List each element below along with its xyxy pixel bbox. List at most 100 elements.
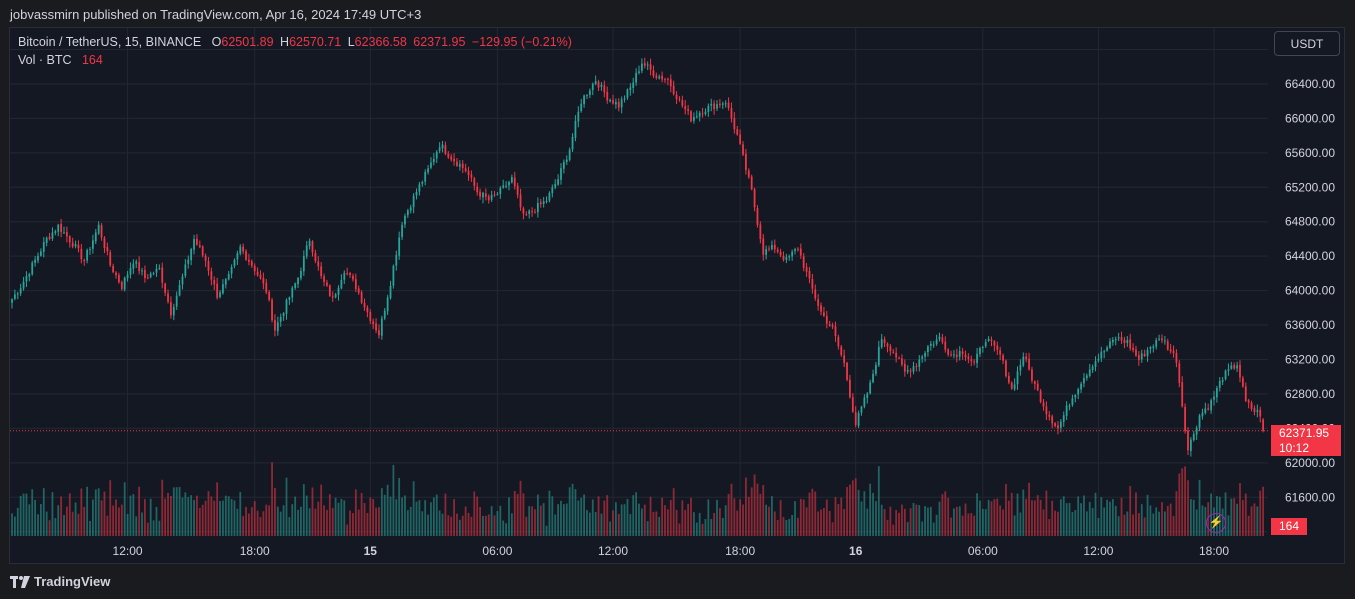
volume-bar bbox=[519, 480, 522, 536]
candle-body bbox=[482, 192, 484, 198]
volume-bar bbox=[432, 497, 435, 536]
volume-bar bbox=[710, 519, 713, 536]
volume-bar bbox=[727, 493, 730, 536]
candle-body bbox=[849, 379, 851, 398]
candle-body bbox=[170, 302, 172, 316]
volume-bar bbox=[25, 493, 28, 536]
volume-bar bbox=[172, 487, 175, 536]
candle-body bbox=[990, 339, 993, 342]
candle-body bbox=[947, 349, 950, 355]
volume-bar bbox=[768, 506, 770, 536]
volume-bar bbox=[482, 515, 484, 536]
volume-bar bbox=[1031, 500, 1033, 536]
volume-bar bbox=[1253, 503, 1256, 536]
volume-bar bbox=[216, 482, 219, 536]
volume-bar bbox=[496, 511, 499, 536]
candle-body bbox=[236, 253, 239, 260]
volume-bar bbox=[106, 515, 109, 536]
x-tick-label: 18:00 bbox=[240, 544, 270, 558]
candle-body bbox=[1022, 356, 1025, 366]
volume-bar bbox=[337, 502, 340, 536]
candle-body bbox=[1129, 339, 1132, 349]
candle-body bbox=[571, 136, 574, 150]
candle-body bbox=[256, 271, 259, 276]
candle-body bbox=[773, 244, 776, 250]
candle-body bbox=[632, 82, 635, 89]
candle-body bbox=[181, 276, 184, 285]
volume-bar bbox=[401, 497, 403, 536]
candle-body bbox=[640, 63, 643, 71]
volume-bar bbox=[635, 492, 638, 536]
volume-bar bbox=[1016, 493, 1019, 536]
volume-bar bbox=[383, 494, 386, 536]
volume-bar bbox=[297, 509, 299, 536]
volume-bar bbox=[19, 495, 22, 536]
candle-body bbox=[1137, 355, 1140, 360]
volume-bar bbox=[1227, 515, 1230, 536]
candle-body bbox=[100, 225, 103, 238]
volume-bar bbox=[83, 506, 86, 536]
currency-button[interactable]: USDT bbox=[1274, 31, 1340, 56]
volume-bar bbox=[1236, 503, 1239, 536]
x-tick-label: 16 bbox=[849, 544, 863, 558]
volume-bar bbox=[386, 484, 389, 536]
volume-bar bbox=[366, 512, 369, 536]
volume-bar bbox=[666, 509, 669, 536]
volume-bar bbox=[135, 516, 138, 536]
volume-bar bbox=[274, 487, 276, 536]
candle-body bbox=[993, 341, 996, 346]
volume-bar bbox=[1106, 499, 1108, 536]
volume-bar bbox=[331, 507, 334, 536]
candle-body bbox=[1111, 339, 1114, 343]
symbol-label[interactable]: Bitcoin / TetherUS, 15, BINANCE bbox=[18, 35, 202, 49]
candle-body bbox=[574, 121, 577, 138]
tradingview-logo[interactable]: TradingView bbox=[10, 574, 110, 589]
candle-body bbox=[1025, 356, 1028, 360]
volume-bar bbox=[28, 504, 31, 536]
candle-body bbox=[424, 172, 427, 182]
volume-bar bbox=[736, 510, 739, 536]
candle-body bbox=[814, 289, 817, 299]
candle-body bbox=[1065, 405, 1068, 416]
volume-bar bbox=[880, 504, 883, 536]
volume-bar bbox=[626, 498, 629, 536]
volume-bar bbox=[643, 504, 646, 536]
volume-bar bbox=[86, 486, 89, 536]
candle-body bbox=[1146, 349, 1149, 357]
candle-body bbox=[646, 64, 649, 66]
volume-bar bbox=[716, 499, 718, 536]
volume-bar bbox=[534, 509, 536, 536]
volume-bar bbox=[450, 516, 453, 536]
candle-body bbox=[857, 413, 860, 426]
volume-bar bbox=[794, 501, 796, 536]
bar-countdown: 10:12 bbox=[1279, 441, 1310, 455]
candle-body bbox=[1109, 341, 1111, 348]
chart-panel[interactable] bbox=[9, 27, 1345, 564]
candle-body bbox=[16, 293, 19, 295]
candle-body bbox=[753, 189, 756, 208]
volume-bar bbox=[1204, 506, 1207, 536]
volume-label[interactable]: Vol · BTC bbox=[18, 53, 72, 67]
volume-bar bbox=[100, 500, 103, 536]
candle-body bbox=[19, 288, 22, 294]
lightning-icon[interactable]: ⚡ bbox=[1206, 513, 1226, 533]
candle-body bbox=[846, 362, 848, 380]
candle-body bbox=[1169, 349, 1172, 352]
candle-body bbox=[825, 315, 828, 324]
candle-body bbox=[106, 247, 109, 252]
candle-body bbox=[123, 277, 126, 290]
volume-bar bbox=[970, 513, 973, 536]
candle-body bbox=[892, 351, 895, 353]
volume-bar bbox=[724, 505, 727, 536]
volume-bar bbox=[1094, 492, 1097, 536]
volume-bar bbox=[513, 490, 516, 536]
volume-bar bbox=[1010, 492, 1013, 536]
volume-bar bbox=[1250, 506, 1253, 536]
candle-body bbox=[898, 357, 900, 359]
volume-bar bbox=[811, 488, 814, 536]
candle-body bbox=[456, 161, 458, 166]
candle-body bbox=[750, 176, 753, 190]
volume-bar bbox=[435, 494, 438, 536]
volume-bar bbox=[713, 513, 716, 536]
